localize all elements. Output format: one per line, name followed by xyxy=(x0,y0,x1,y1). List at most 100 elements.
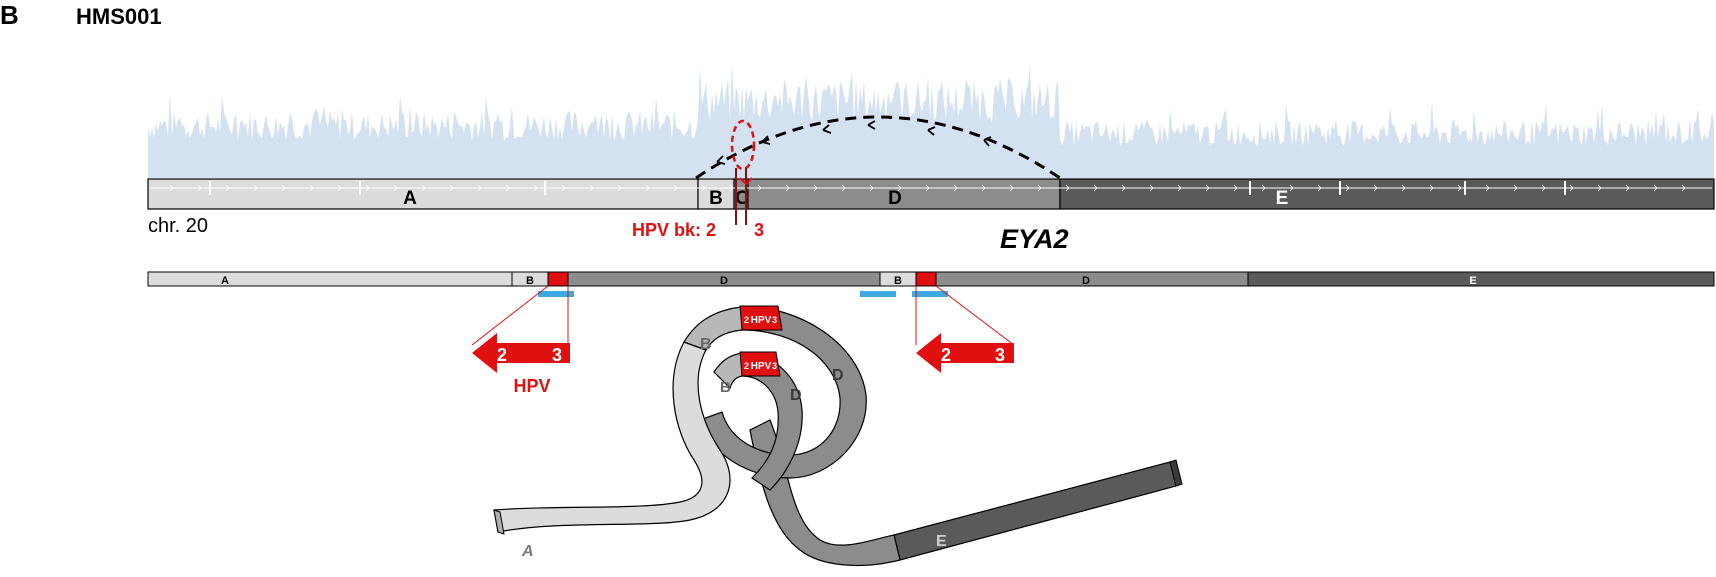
junction-arc xyxy=(695,115,1061,180)
segment-a-top xyxy=(147,178,699,210)
gene-strand-chevron xyxy=(589,184,594,192)
gene-strand-chevron xyxy=(645,184,650,192)
hpv-label: HPV xyxy=(513,376,550,396)
ribbon-label-d-outer: D xyxy=(832,367,844,384)
gene-strand-chevron xyxy=(253,184,258,192)
probe-bar-2 xyxy=(860,291,896,297)
ribbon-hpv-inner-label: HPV xyxy=(751,361,772,372)
gene-strand-chevron xyxy=(1485,184,1490,192)
chromosome-label: chr. 20 xyxy=(148,215,208,237)
segment-label-d-mid: D xyxy=(720,275,728,287)
segment-label-b-mid: B xyxy=(526,275,534,287)
gene-strand-chevron xyxy=(1625,184,1630,192)
ribbon-hpv-outer xyxy=(739,305,783,331)
gene-strand-chevron xyxy=(869,184,874,192)
hpv-arrow-left xyxy=(472,333,570,373)
ribbon-label-d-inner: D xyxy=(790,387,802,404)
gene-strand-chevron xyxy=(477,184,482,192)
segment-label-b-top: B xyxy=(709,188,723,209)
segment-label-e-mid: E xyxy=(1469,275,1476,287)
hpv-number-2-right: 2 xyxy=(941,345,951,365)
ribbon-hpv-inner-num-3: 3 xyxy=(772,361,777,371)
segment-label-e-top: E xyxy=(1276,188,1289,209)
ribbon-label-b-outer: B xyxy=(700,336,712,353)
breakpoint-loop xyxy=(730,119,756,171)
segment-d2-mid xyxy=(935,271,1249,287)
gene-strand-chevron xyxy=(1457,184,1462,192)
gene-strand-chevron xyxy=(1289,184,1294,192)
gene-strand-chevron xyxy=(505,184,510,192)
gene-strand-chevron xyxy=(729,184,734,192)
gene-strand-chevron xyxy=(673,184,678,192)
gene-strand-chevron xyxy=(897,184,902,192)
gene-strand-chevron xyxy=(281,184,286,192)
segment-a-mid xyxy=(147,271,513,287)
probe-bar-3 xyxy=(912,291,948,297)
gene-strand-chevron xyxy=(365,184,370,192)
ribbon-a xyxy=(493,341,731,533)
probe-bar-1 xyxy=(538,291,574,297)
gene-strand-chevron xyxy=(617,184,622,192)
chromosome-bar-top: A B C D E xyxy=(147,178,1715,210)
segment-b-top xyxy=(697,178,735,210)
ribbon-label-a: A xyxy=(521,543,534,560)
segment-label-a-mid: A xyxy=(221,275,229,287)
gene-strand-chevron xyxy=(1345,184,1350,192)
gene-strand-chevron xyxy=(1065,184,1070,192)
gene-strand-chevron xyxy=(1233,184,1238,192)
hpv-zoom-left: 2 3 HPV xyxy=(471,285,570,396)
arc-arrows xyxy=(716,120,992,165)
gene-strand-chevron xyxy=(925,184,930,192)
gene-strand-chevron xyxy=(1149,184,1154,192)
gene-strand-chevron xyxy=(1205,184,1210,192)
gene-strand-chevron xyxy=(1373,184,1378,192)
gene-strand-chevron xyxy=(1513,184,1518,192)
gene-strand-chevron xyxy=(981,184,986,192)
gene-strand-chevron xyxy=(1037,184,1042,192)
breakpoint-label: HPV bk: 2 xyxy=(632,220,716,240)
gene-strand-chevron xyxy=(1597,184,1602,192)
gene-strand-chevron xyxy=(533,184,538,192)
ribbon-b-outer xyxy=(683,306,743,351)
gene-strand-chevron xyxy=(421,184,426,192)
segment-label-a-top: A xyxy=(403,188,417,209)
segment-e-top xyxy=(1059,178,1715,210)
gene-strand-chevron xyxy=(393,184,398,192)
gene-strand-chevron xyxy=(1317,184,1322,192)
segment-label-d2-mid: D xyxy=(1082,275,1090,287)
gene-strand-chevron xyxy=(1261,184,1266,192)
segment-label-c-top: C xyxy=(735,188,749,209)
ribbon-schematic: HPV HPV 2 3 2 3 A B B D D E xyxy=(493,305,1183,567)
gene-strand-chevron xyxy=(337,184,342,192)
ribbon-label-e: E xyxy=(936,533,947,550)
gene-strand-chevron xyxy=(785,184,790,192)
gene-strand-chevron xyxy=(1093,184,1098,192)
gene-strand-chevron xyxy=(1429,184,1434,192)
hpv-breakpoint-marker xyxy=(730,119,756,225)
gene-strand-chevron xyxy=(1681,184,1686,192)
segment-d-top xyxy=(747,178,1061,210)
ribbon-hpv-inner xyxy=(739,351,781,377)
gene-strand-chevron xyxy=(1401,184,1406,192)
gene-strand-chevron xyxy=(1177,184,1182,192)
hpv-number-2-left: 2 xyxy=(497,345,507,365)
hpv-zoom-right: 2 3 xyxy=(915,285,1015,373)
gene-ticks xyxy=(169,181,1686,195)
hpv-number-3-right: 3 xyxy=(995,345,1005,365)
sample-id: HMS001 xyxy=(76,4,162,29)
ribbon-d-lower xyxy=(749,419,901,567)
gene-strand-chevron xyxy=(1121,184,1126,192)
ribbon-hpv-outer-label: HPV xyxy=(751,315,772,326)
hpv-arrow-right xyxy=(916,333,1014,373)
segment-hpv-mid-1 xyxy=(547,271,569,287)
segment-hpv-mid-2 xyxy=(915,271,937,287)
gene-strand-chevron xyxy=(757,184,762,192)
breakpoint-label-3: 3 xyxy=(754,220,764,240)
ribbon-d-inner xyxy=(741,352,803,491)
panel-letter: B xyxy=(0,0,19,30)
ribbon-hpv-outer-num-3: 3 xyxy=(772,315,777,325)
gene-strand-chevron xyxy=(701,184,706,192)
ribbon-hpv-inner-num-2: 2 xyxy=(744,361,749,371)
gene-strand-chevron xyxy=(309,184,314,192)
